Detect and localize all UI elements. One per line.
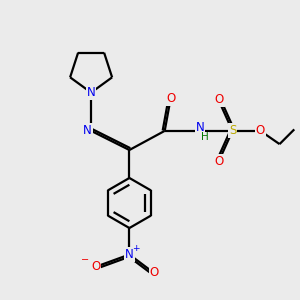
Text: O: O (166, 92, 175, 105)
Text: N: N (125, 248, 134, 261)
Text: H: H (201, 132, 208, 142)
Text: O: O (91, 260, 100, 273)
Text: N: N (87, 86, 95, 99)
Text: +: + (132, 244, 140, 253)
Text: O: O (214, 155, 224, 168)
Text: N: N (196, 121, 204, 134)
Text: O: O (150, 266, 159, 279)
Text: O: O (214, 93, 224, 106)
Text: O: O (256, 124, 265, 137)
Text: N: N (83, 124, 92, 137)
Text: −: − (81, 255, 89, 265)
Text: S: S (229, 124, 236, 137)
